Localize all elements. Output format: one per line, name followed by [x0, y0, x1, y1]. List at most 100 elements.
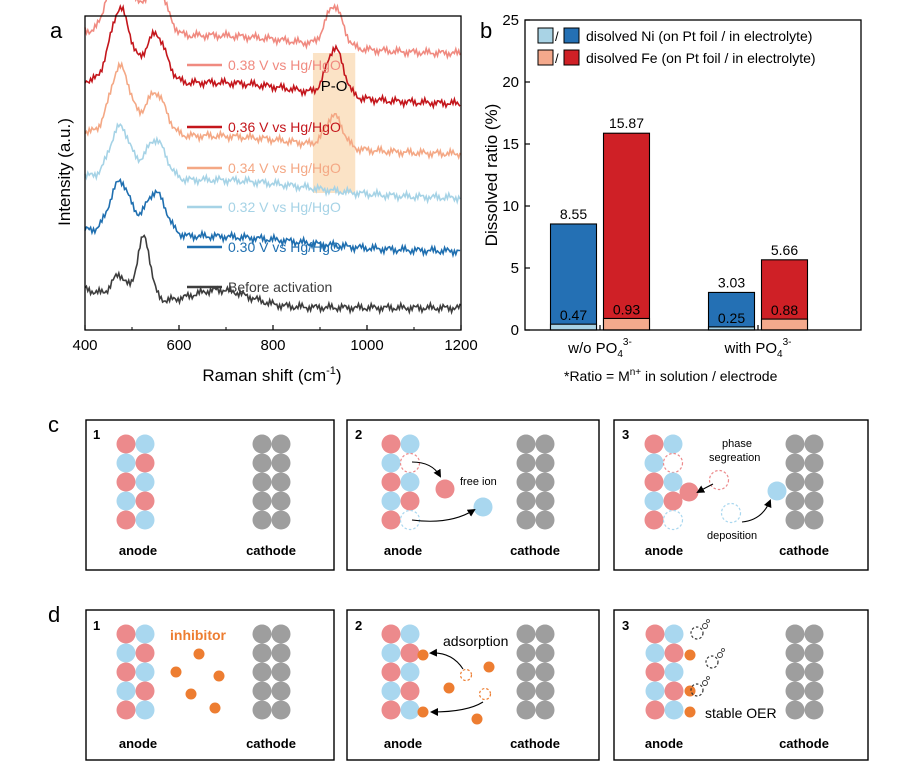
x-axis-title-a: Raman shift (cm-1) [202, 365, 341, 385]
cathode-atom [252, 491, 272, 511]
c-step3-number: 3 [622, 427, 629, 442]
cathode-atom [252, 700, 272, 720]
plot-frame-b [524, 19, 862, 331]
d3-anode-label: anode [645, 736, 683, 751]
ni-atom [135, 510, 155, 530]
legend-label-a: 0.32 V vs Hg/HgO [228, 199, 341, 215]
cathode-atom [804, 472, 824, 492]
ni-atom [135, 662, 155, 682]
ni-atom [400, 662, 420, 682]
cathode-atom [535, 453, 555, 473]
ni-atom [400, 700, 420, 720]
legend-swatch-pt-foil [537, 49, 554, 66]
panel-b: b 8.55 0.47 15.87 0.93 3.03 0.25 5.66 0.88 0 5 10… [480, 12, 862, 384]
cathode-atom [271, 434, 291, 454]
fe-atom [381, 624, 401, 644]
d-step1-box [85, 609, 335, 761]
ni-atom [381, 453, 401, 473]
cathode-atom [271, 700, 291, 720]
y-axis-title-a: Intensity (a.u.) [55, 118, 74, 226]
fe-atom [664, 643, 684, 663]
ni-atom [116, 681, 136, 701]
flow-arrow [696, 483, 714, 493]
fe-atom [400, 681, 420, 701]
panel-c: c 1 2 3 anode cathode anode cathode anod… [48, 412, 869, 571]
cathode-atom [535, 434, 555, 454]
c-step1-number: 1 [93, 427, 100, 442]
ni-atom [664, 700, 684, 720]
fe-atom [663, 491, 683, 511]
oxygen-bubble-small [702, 680, 708, 686]
d2-anode-label: anode [384, 736, 422, 751]
c1-cathode-label: cathode [246, 543, 296, 558]
y-axis-title-b: Dissolved ratio (%) [482, 104, 501, 247]
fe-atom [116, 624, 136, 644]
cathode-atom [785, 700, 805, 720]
bar-pt-foil [760, 318, 809, 331]
cathode-atom [271, 472, 291, 492]
cathode-atom [252, 624, 272, 644]
oxygen-bubble-small [717, 652, 723, 658]
d3-cathode-label: cathode [779, 736, 829, 751]
inhibitor-molecule [213, 670, 225, 682]
phase-segregation-label-1: phase [722, 438, 752, 450]
fe-atom [116, 662, 136, 682]
bar-pt-foil [602, 317, 651, 331]
y-tick-label-b: 15 [502, 136, 519, 153]
x-tick-label-a: 600 [166, 337, 191, 354]
cathode-atom [804, 491, 824, 511]
free-ion-label: free ion [460, 476, 497, 488]
flow-arrow [429, 648, 464, 670]
d1-cathode-label: cathode [246, 736, 296, 751]
y-tick-label-b: 5 [511, 260, 519, 277]
c3-anode-label: anode [645, 543, 683, 558]
vacancy-ni [399, 509, 421, 531]
cathode-atom [535, 681, 555, 701]
cathode-atom [785, 643, 805, 663]
c2-anode-label: anode [384, 543, 422, 558]
panel-label-d: d [48, 602, 60, 627]
stable-oer-label: stable OER [705, 705, 777, 721]
cathode-atom [271, 681, 291, 701]
fe-atom [116, 510, 136, 530]
cathode-atom [516, 453, 536, 473]
legend-swatch-pt-foil [537, 27, 554, 44]
inhibitor-molecule [483, 661, 495, 673]
ni-atom [381, 491, 401, 511]
c2-cathode-label: cathode [510, 543, 560, 558]
ni-atom [381, 681, 401, 701]
inhibitor-molecule [417, 706, 429, 718]
raman-series-line [84, 0, 461, 60]
cathode-atom [785, 453, 805, 473]
oxygen-bubble [690, 626, 704, 640]
inhibitor-molecule [684, 685, 696, 697]
phase-segregation-label-2: segreation [709, 452, 760, 464]
cathode-atom [252, 472, 272, 492]
cathode-atom [535, 643, 555, 663]
cathode-atom [535, 700, 555, 720]
ni-atom [663, 472, 683, 492]
cathode-atom [804, 624, 824, 644]
legend-label-a: 0.38 V vs Hg/HgO [228, 57, 341, 73]
footnote-ratio: *Ratio = Mn+ in solution / electrode [564, 367, 778, 384]
raman-series-line [84, 122, 461, 205]
fe-atom [135, 491, 155, 511]
cathode-atom [535, 662, 555, 682]
fe-atom [135, 453, 155, 473]
cathode-atom [785, 434, 805, 454]
raman-series-line [84, 234, 461, 316]
cathode-atom [271, 510, 291, 530]
fe-atom [644, 434, 664, 454]
legend-label-a: Before activation [228, 279, 332, 295]
cathode-atom [252, 662, 272, 682]
y-tick-label-b: 25 [502, 12, 519, 29]
deposited-ni-ion [767, 481, 787, 501]
oxygen-bubble [690, 683, 704, 697]
cathode-atom [804, 700, 824, 720]
cathode-atom [271, 453, 291, 473]
cathode-atom [516, 510, 536, 530]
ni-atom [664, 624, 684, 644]
cathode-atom [516, 472, 536, 492]
cathode-atom [516, 434, 536, 454]
vacancy-ni [662, 509, 684, 531]
